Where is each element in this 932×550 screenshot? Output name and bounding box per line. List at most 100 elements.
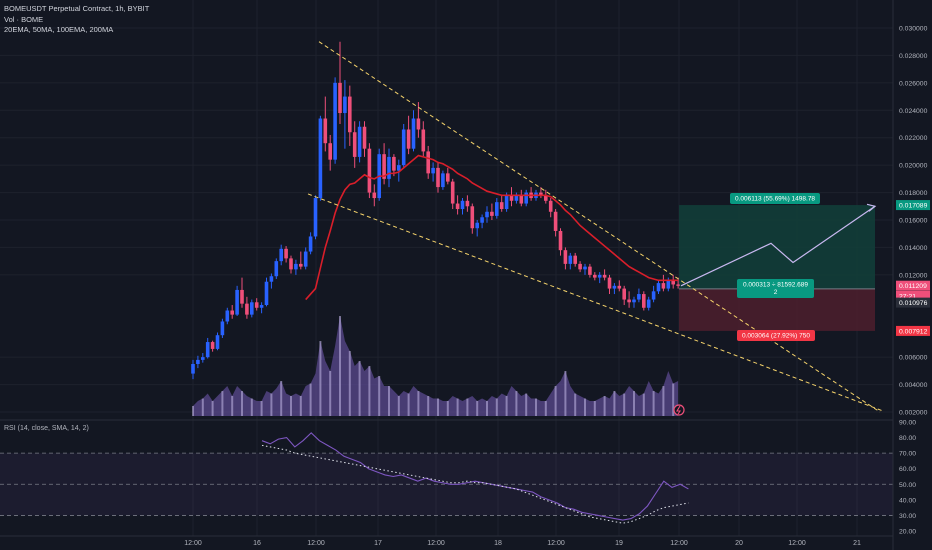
time-tick-label: 20 xyxy=(735,540,743,547)
volume-bar xyxy=(535,398,537,416)
time-tick-label: 18 xyxy=(494,540,502,547)
volume-bar xyxy=(201,398,204,416)
price-tick-label: 0.030000 xyxy=(899,26,928,33)
candle-body xyxy=(646,299,651,308)
candle-body xyxy=(220,321,225,336)
rsi-axis[interactable]: 90.00 80.00 70.00 60.00 50.00 40.00 30.00 20.00 xyxy=(899,420,916,536)
volume-bar xyxy=(309,383,312,416)
price-label-bg xyxy=(896,297,930,308)
target-label-bg xyxy=(730,193,820,204)
time-tick-label: 12:00 xyxy=(427,540,445,547)
center-label-qty: 2 xyxy=(774,289,778,296)
price-tick-label: 0.018000 xyxy=(899,190,928,197)
volume-bar xyxy=(613,391,616,416)
candle-body xyxy=(651,291,656,300)
candle-body xyxy=(514,195,519,201)
candle-body xyxy=(210,342,215,349)
volume-bar xyxy=(417,391,420,416)
volume-bar xyxy=(652,391,655,416)
position-tool[interactable] xyxy=(679,205,875,331)
candle-body xyxy=(279,248,283,262)
ema-line xyxy=(305,154,679,301)
candle-body xyxy=(269,276,274,282)
candle-body xyxy=(299,263,303,267)
time-tick-label: 16 xyxy=(253,540,261,547)
lower-trendline xyxy=(307,193,883,412)
center-label-bg xyxy=(737,279,814,298)
legend-volume[interactable]: Vol · BOME xyxy=(4,14,44,24)
volume-bar xyxy=(368,366,371,416)
candle-body xyxy=(397,165,401,171)
candle-body xyxy=(436,167,440,188)
rsi-tick-label: 50.00 xyxy=(899,482,916,489)
time-tick-label: 12:00 xyxy=(307,540,325,547)
rsi-line xyxy=(261,432,689,521)
volume-bar xyxy=(456,398,459,416)
candle-body xyxy=(622,288,626,300)
candle-body xyxy=(671,280,675,285)
candle-body xyxy=(328,143,332,160)
center-label: 0.000313 ÷ 81592.689 xyxy=(743,282,808,289)
candle-body xyxy=(225,310,230,322)
price-labels: 0.017089 0.011209 27:210.010976 0.007912 xyxy=(896,200,930,336)
volume-bar xyxy=(466,398,469,416)
candle-body xyxy=(661,283,666,289)
rsi-tick-label: 70.00 xyxy=(899,451,916,458)
candle-body xyxy=(495,202,499,216)
volume-bar xyxy=(623,393,626,416)
volume-bar xyxy=(378,376,381,416)
target-zone xyxy=(679,205,875,289)
candle-body xyxy=(588,266,592,275)
candle-body xyxy=(201,357,205,360)
volume-bar xyxy=(270,393,273,416)
volume-bar xyxy=(446,401,449,416)
price-tick-label: 0.020000 xyxy=(899,163,928,170)
candle-body xyxy=(612,285,617,289)
legend-title[interactable]: BOMEUSDT Perpetual Contract, 1h, BYBIT xyxy=(4,4,150,13)
rsi-pane: RSI (14, close, SMA, 14, 2) xyxy=(0,419,893,524)
position-labels: 0.006113 (55.69%) 1498.78 0.000313 ÷ 815… xyxy=(730,193,820,341)
volume-bar xyxy=(348,351,351,416)
time-axis[interactable]: 12:00 16 12:00 17 12:00 18 12:00 19 12:00 20 12:00… xyxy=(0,535,893,547)
candle-body xyxy=(666,280,671,289)
rsi-tick-label: 30.00 xyxy=(899,513,916,520)
candle-body xyxy=(475,222,479,229)
candles xyxy=(191,41,680,380)
volume-bar xyxy=(574,393,577,416)
price-axis[interactable]: 0.030000 0.028000 0.026000 0.024000 0.022000… xyxy=(892,0,928,550)
lightning-icon[interactable] xyxy=(673,404,685,416)
price-label: 0.007912 xyxy=(899,328,928,335)
volume-bar xyxy=(505,396,508,416)
candle-body xyxy=(676,284,680,286)
volume-bar xyxy=(662,386,665,416)
candle-body xyxy=(289,258,293,270)
volume-bar xyxy=(515,391,518,416)
candle-body xyxy=(259,305,264,308)
candle-body xyxy=(490,211,494,216)
candle-body xyxy=(215,335,220,349)
volume-bar xyxy=(603,396,606,416)
candle-body xyxy=(382,154,386,179)
time-tick-label: 21 xyxy=(853,540,861,547)
volume-bar xyxy=(495,398,498,416)
legend-indicators[interactable]: 20EMA, 50MA, 100EMA, 200MA xyxy=(4,25,114,34)
volume-bar xyxy=(231,396,234,416)
candle-body xyxy=(392,156,396,171)
candle-body xyxy=(553,211,558,231)
price-label-bg xyxy=(896,325,930,336)
chart-legend: BOMEUSDT Perpetual Contract, 1h, BYBIT V… xyxy=(4,4,149,36)
candle-body xyxy=(235,289,239,315)
volume-bar xyxy=(672,383,675,416)
candle-body xyxy=(230,310,234,315)
rsi-tick-label: 90.00 xyxy=(899,420,916,427)
candle-body xyxy=(519,195,524,204)
price-label: 27:21 xyxy=(899,293,916,300)
rsi-tick-label: 40.00 xyxy=(899,497,916,504)
candle-body xyxy=(450,181,455,204)
rsi-tick-label: 60.00 xyxy=(899,466,916,473)
candle-body xyxy=(455,203,460,210)
candle-body xyxy=(205,342,210,358)
rsi-title: RSI (14, close, SMA, 14, 2) xyxy=(4,425,89,432)
